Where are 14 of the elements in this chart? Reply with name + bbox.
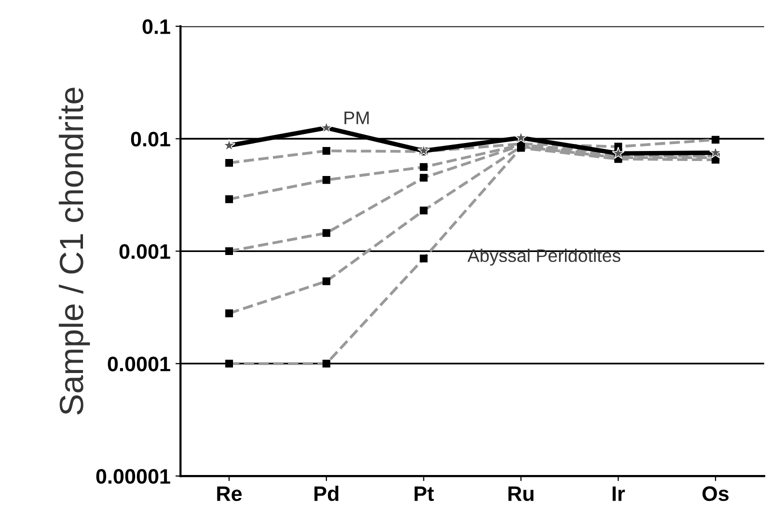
annotation: Abyssal Peridotites xyxy=(467,248,620,266)
x-tick-label: Pt xyxy=(414,486,434,502)
y-axis-title: Sample / C1 chondrite xyxy=(58,88,90,415)
x-tick-label: Re xyxy=(217,486,242,502)
y-tick-label: 0.00001 xyxy=(96,469,170,484)
y-tick-label: 0.1 xyxy=(142,19,170,34)
series-label: PM xyxy=(344,112,369,124)
x-tick-label: Pd xyxy=(314,486,338,502)
y-tick-label: 0.0001 xyxy=(108,356,170,372)
x-tick-label: Ru xyxy=(508,486,534,502)
y-tick-label: 0.001 xyxy=(119,244,170,259)
y-tick-label: 0.01 xyxy=(131,132,170,146)
x-tick-label: Ir xyxy=(612,486,625,501)
x-tick-label: Os xyxy=(702,486,729,502)
